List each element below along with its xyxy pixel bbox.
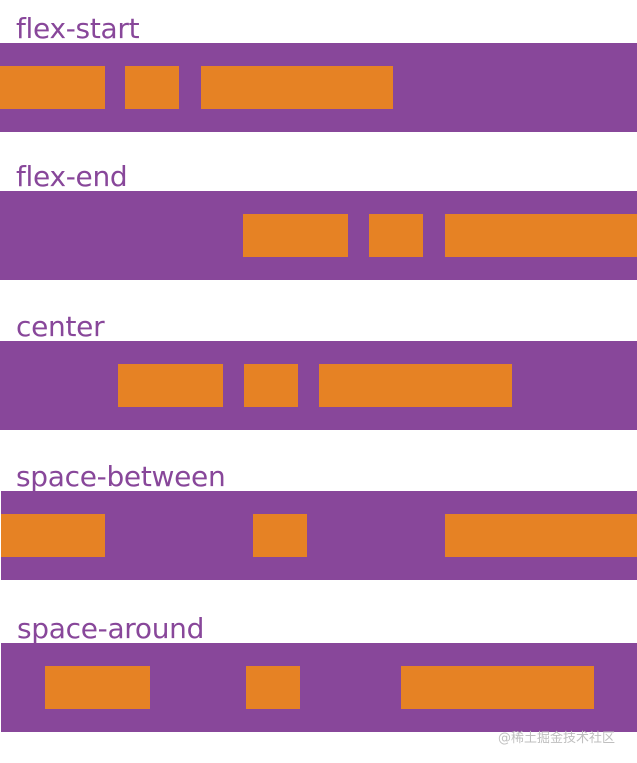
row-label: center [16, 310, 105, 343]
watermark: @稀土掘金技术社区 [498, 731, 616, 746]
flex-item-3 [445, 214, 637, 257]
flex-item-3 [201, 66, 393, 109]
flex-item-3 [319, 364, 512, 407]
row-label: flex-end [16, 160, 128, 193]
flex-item-3 [401, 666, 594, 709]
flex-container [0, 191, 637, 280]
flex-container [1, 491, 637, 580]
flex-item-1 [243, 214, 348, 257]
row-label: space-between [16, 460, 226, 493]
flex-item-1 [118, 364, 223, 407]
row-label: flex-start [16, 12, 140, 45]
row-label: space-around [17, 612, 205, 645]
flex-item-2 [244, 364, 298, 407]
flex-container [0, 341, 637, 430]
flex-container [1, 643, 637, 732]
flex-item-2 [125, 66, 179, 109]
flex-item-1 [45, 666, 150, 709]
flex-item-2 [369, 214, 423, 257]
flex-item-1 [0, 66, 105, 109]
flex-container [0, 43, 637, 132]
flex-item-1 [1, 514, 105, 557]
flex-item-3 [445, 514, 637, 557]
flex-item-2 [253, 514, 307, 557]
flex-item-2 [246, 666, 300, 709]
